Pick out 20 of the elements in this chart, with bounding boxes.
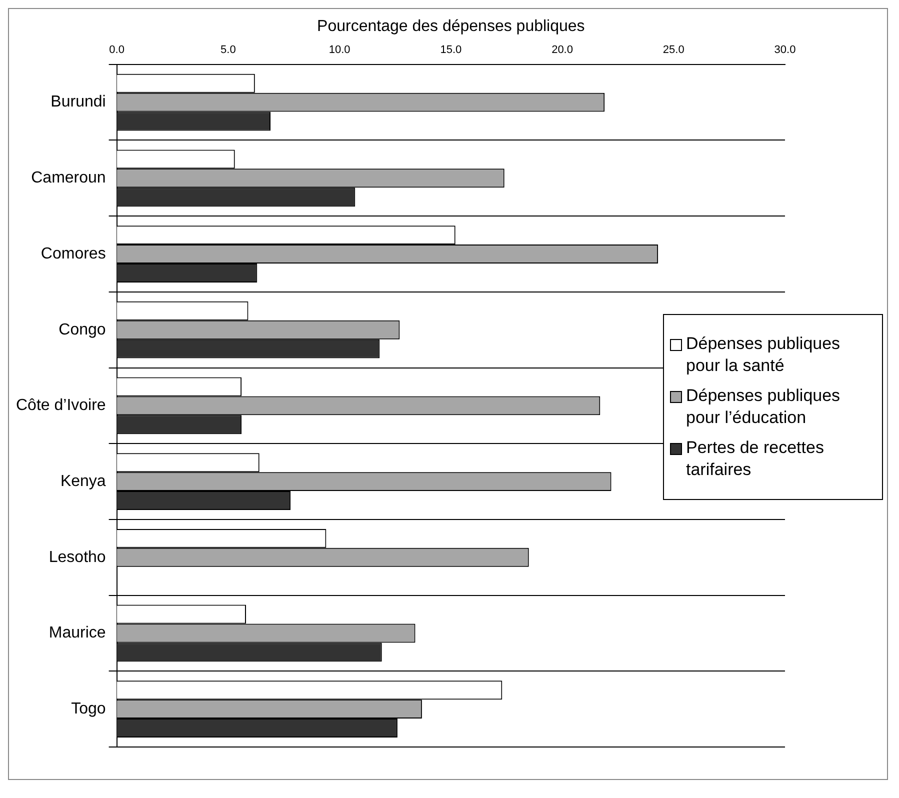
y-tick-label: Maurice <box>48 624 106 642</box>
y-tick-label: Congo <box>58 321 106 338</box>
legend-label: Pertes de recettes tarifaires <box>686 437 825 481</box>
x-tick-label: 15.0 <box>440 44 462 56</box>
text: Dépenses publiques pour la santé <box>686 333 842 377</box>
y-tick-label: Comores <box>40 245 106 262</box>
y-tick-label: Côte d’Ivoire <box>16 397 106 414</box>
x-tick-label: 10.0 <box>328 44 350 56</box>
y-tick-label: Cameroun <box>31 170 106 187</box>
x-tick-label: 5.0 <box>220 44 236 56</box>
y-tick-label: Togo <box>71 700 106 718</box>
x-tick-label: 0.0 <box>109 44 124 56</box>
y-tick-label: Burundi <box>50 94 106 111</box>
x-axis-title: Pourcentage des dépenses publiques <box>317 18 585 36</box>
y-tick-label: Lesotho <box>48 548 106 566</box>
x-tick-label: 20.0 <box>552 44 573 56</box>
x-tick-label: 25.0 <box>662 44 684 56</box>
y-tick-label: Kenya <box>60 472 106 490</box>
legend-label: Dépenses publiques pour l’éducation <box>686 385 842 429</box>
x-tick-label: 30.0 <box>774 44 796 56</box>
